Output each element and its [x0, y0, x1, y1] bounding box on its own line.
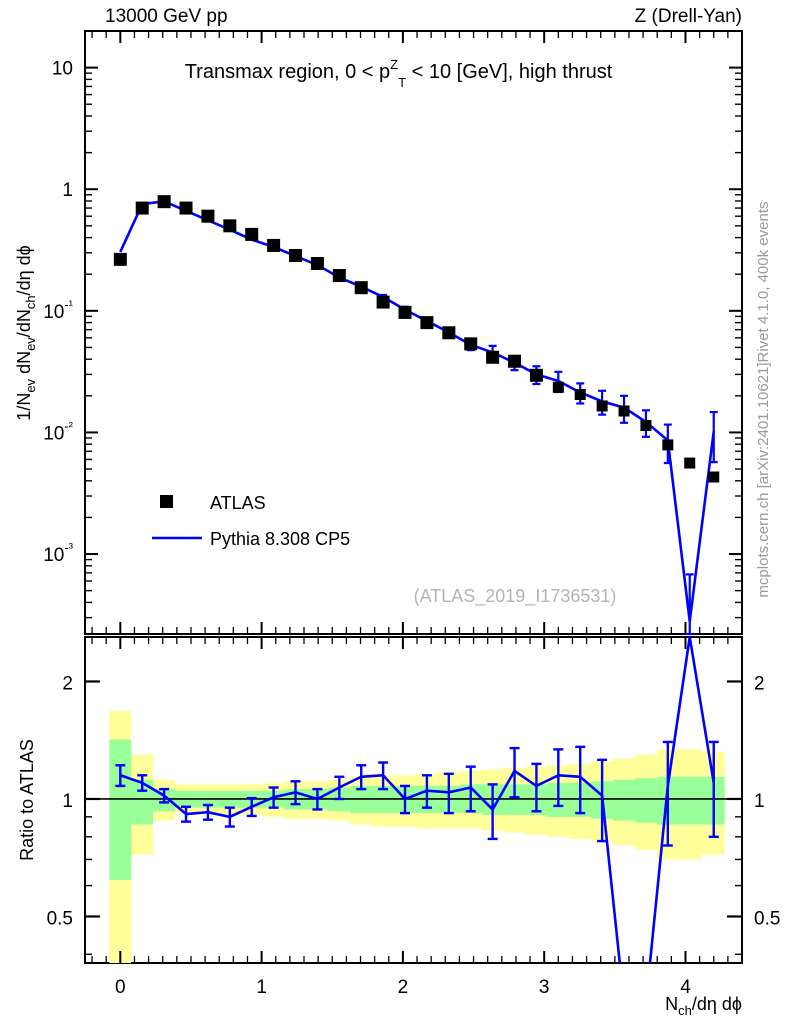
y-tick-label: 10-¹ — [43, 297, 73, 323]
data-marker-atlas — [640, 420, 652, 432]
data-marker-atlas — [223, 219, 237, 233]
data-marker-atlas — [618, 405, 630, 417]
data-marker-atlas — [245, 227, 259, 241]
y-axis-label-ratio: Ratio to ATLAS — [17, 739, 37, 861]
ratio-band-inner — [109, 739, 725, 881]
header-collision-energy: 13000 GeV pp — [105, 6, 228, 27]
x-tick-label: 2 — [398, 977, 409, 998]
x-tick-label: 3 — [539, 977, 550, 998]
y-tick-label: 1 — [62, 180, 73, 201]
data-marker-atlas — [332, 269, 346, 283]
y-tick-label-ratio: 2 — [62, 673, 73, 694]
data-marker-atlas — [201, 209, 215, 223]
data-marker-atlas — [574, 389, 586, 401]
y-tick-label-ratio-right: 0.5 — [754, 908, 780, 929]
ratio-band-outer — [109, 711, 725, 963]
data-marker-atlas — [289, 249, 303, 263]
legend-label-atlas: ATLAS — [210, 493, 266, 513]
x-tick-label: 1 — [256, 977, 267, 998]
data-marker-atlas — [354, 281, 368, 295]
data-marker-atlas — [113, 252, 127, 266]
y-tick-label-ratio: 1 — [62, 791, 73, 812]
y-tick-label: 10-³ — [43, 540, 73, 566]
watermark-analysis-id: (ATLAS_2019_I1736531) — [414, 586, 617, 607]
data-marker-atlas — [596, 400, 608, 412]
data-marker-atlas — [529, 368, 543, 382]
y-tick-label-ratio: 0.5 — [47, 908, 73, 929]
y-axis-label-main: 1/Nev dNev/dNch/dη dϕ — [14, 245, 38, 420]
legend-label-pythia: Pythia 8.308 CP5 — [210, 529, 350, 549]
data-marker-atlas — [420, 316, 434, 330]
data-marker-atlas — [398, 305, 412, 319]
ratio-line-pythia — [119, 637, 716, 963]
x-axis-label: Nch/dη dϕ — [665, 994, 742, 1018]
data-marker-atlas — [486, 350, 500, 364]
mc-line-pythia — [119, 199, 716, 622]
data-marker-atlas — [135, 201, 149, 215]
side-label-rivet: Rivet 4.1.0, 400k events — [755, 202, 772, 363]
data-marker-atlas — [508, 354, 522, 368]
side-label-mcplots: mcplots.cern.ch [arXiv:2401.10621] — [755, 362, 772, 597]
data-marker-atlas — [684, 457, 696, 469]
y-tick-label: 10-² — [43, 418, 73, 444]
header-process: Z (Drell-Yan) — [635, 6, 742, 27]
data-marker-atlas — [552, 381, 564, 393]
plot-title: Transmax region, 0 < pZT < 10 [GeV], hig… — [185, 57, 613, 90]
main-panel-frame — [84, 30, 743, 635]
data-marker-atlas — [662, 439, 674, 451]
data-marker-atlas — [442, 326, 456, 340]
legend-marker-atlas — [160, 495, 173, 508]
data-marker-atlas — [708, 471, 720, 483]
x-tick-label: 4 — [680, 977, 691, 998]
y-tick-label-ratio-right: 1 — [754, 791, 765, 812]
y-tick-label: 10 — [52, 59, 73, 80]
x-tick-label: 0 — [115, 977, 126, 998]
data-marker-atlas — [310, 256, 324, 270]
data-marker-atlas — [376, 295, 390, 309]
data-marker-atlas — [157, 195, 171, 209]
data-marker-atlas — [464, 337, 478, 351]
data-marker-atlas — [267, 238, 281, 252]
y-tick-label-ratio-right: 2 — [754, 673, 765, 694]
data-marker-atlas — [179, 201, 193, 215]
